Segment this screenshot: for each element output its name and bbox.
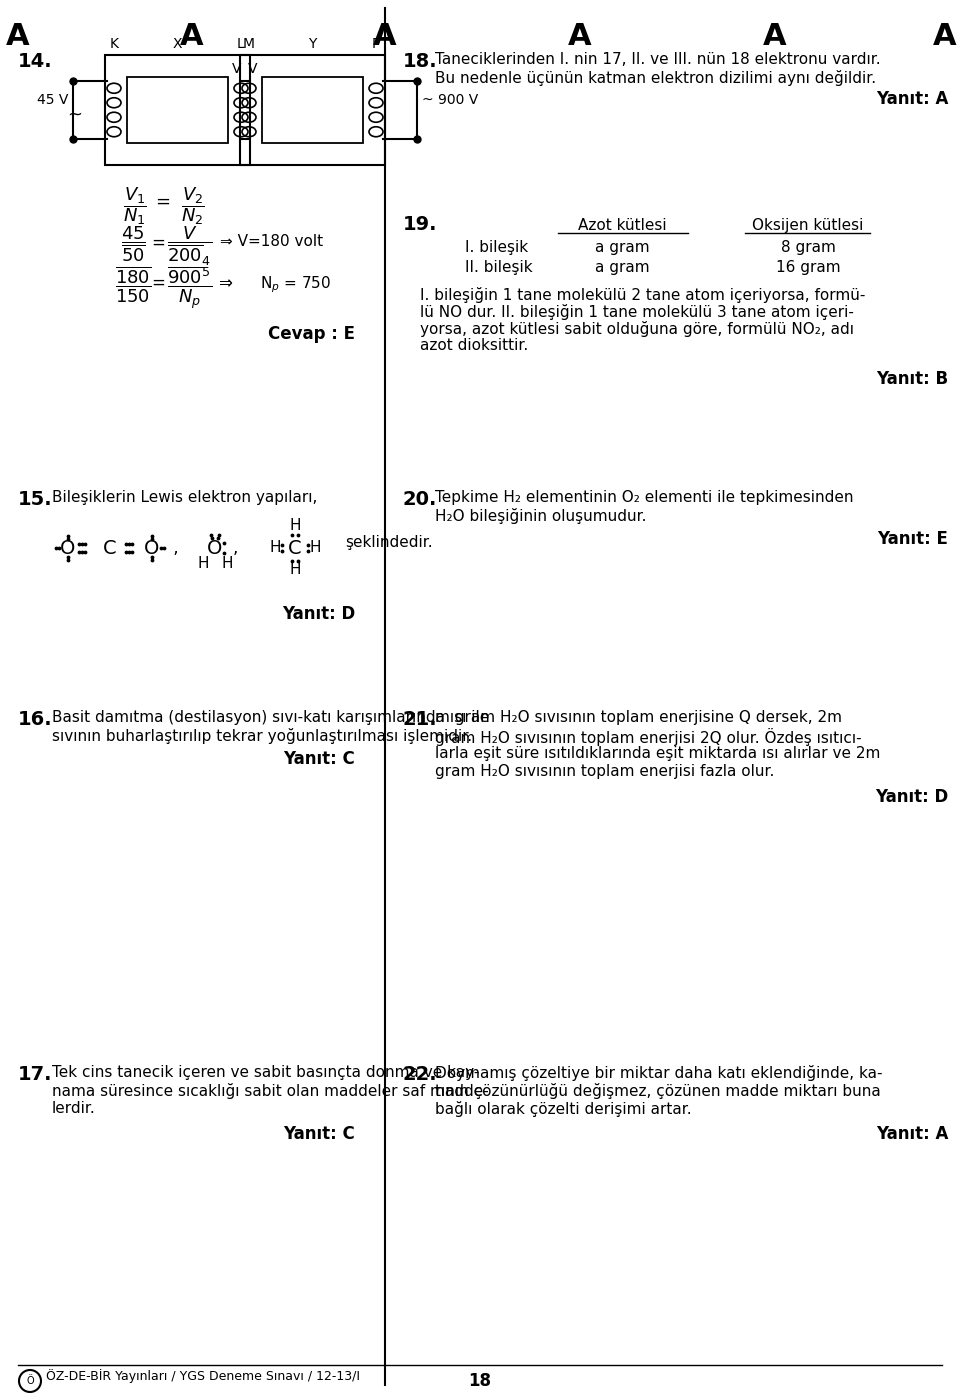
Text: I. bileşik: I. bileşik <box>465 240 528 255</box>
Text: bağlı olarak çözelti derişimi artar.: bağlı olarak çözelti derişimi artar. <box>435 1101 691 1117</box>
Text: =: = <box>156 193 171 211</box>
Text: Bu nedenle üçünün katman elektron dizilimi aynı değildir.: Bu nedenle üçünün katman elektron dizili… <box>435 70 876 87</box>
Text: tının çözünürlüğü değişmez, çözünen madde miktarı buna: tının çözünürlüğü değişmez, çözünen madd… <box>435 1083 880 1099</box>
Text: Azot kütlesi: Azot kütlesi <box>578 218 666 233</box>
Text: a gram: a gram <box>594 260 649 275</box>
Text: C: C <box>288 539 301 557</box>
Text: II. bileşik: II. bileşik <box>465 260 533 275</box>
Text: $\dfrac{V_1}{N_1}$: $\dfrac{V_1}{N_1}$ <box>123 186 147 226</box>
Bar <box>127 77 228 142</box>
Text: ,: , <box>168 539 179 557</box>
Text: 16.: 16. <box>18 711 53 729</box>
Text: Yanıt: E: Yanıt: E <box>877 530 948 549</box>
Text: Yanıt: D: Yanıt: D <box>281 604 355 623</box>
Text: yorsa, azot kütlesi sabit olduğuna göre, formülü NO₂, adı: yorsa, azot kütlesi sabit olduğuna göre,… <box>420 321 854 336</box>
Text: Basit damıtma (destilasyon) sıvı-katı karışımlarında ısı ile: Basit damıtma (destilasyon) sıvı-katı ka… <box>52 711 490 725</box>
Text: Yanıt: C: Yanıt: C <box>283 1125 355 1143</box>
Text: ~: ~ <box>67 106 83 124</box>
Text: =: = <box>151 235 165 253</box>
Text: Yanıt: D: Yanıt: D <box>875 787 948 805</box>
Text: a gram: a gram <box>594 240 649 255</box>
Text: H: H <box>289 563 300 578</box>
Text: =: = <box>151 274 165 292</box>
Text: ⇒ V=180 volt: ⇒ V=180 volt <box>220 235 324 248</box>
Text: O: O <box>60 539 76 557</box>
Text: A: A <box>568 22 591 52</box>
Text: nama süresince sıcaklığı sabit olan maddeler saf madde-: nama süresince sıcaklığı sabit olan madd… <box>52 1083 489 1099</box>
Text: P: P <box>372 38 380 52</box>
Text: Yanıt: A: Yanıt: A <box>876 1125 948 1143</box>
Text: Y: Y <box>308 38 316 52</box>
Text: O: O <box>144 539 159 557</box>
Text: $\dfrac{V}{\overline{200}_4}$: $\dfrac{V}{\overline{200}_4}$ <box>167 225 212 268</box>
Text: A: A <box>6 22 30 52</box>
Text: Tepkime H₂ elementinin O₂ elementi ile tepkimesinden: Tepkime H₂ elementinin O₂ elementi ile t… <box>435 490 853 505</box>
Text: Tek cins tanecik içeren ve sabit basınçta donma ve kay-: Tek cins tanecik içeren ve sabit basınçt… <box>52 1065 479 1081</box>
Text: larla eşit süre ısıtıldıklarında eşit miktarda ısı alırlar ve 2m: larla eşit süre ısıtıldıklarında eşit mi… <box>435 745 880 761</box>
Text: 19.: 19. <box>403 215 438 235</box>
Text: Doymamış çözeltiye bir miktar daha katı eklendiğinde, ka-: Doymamış çözeltiye bir miktar daha katı … <box>435 1065 882 1081</box>
Bar <box>105 54 250 165</box>
Text: A: A <box>180 22 204 52</box>
Text: gram H₂O sıvısının toplam enerjisi fazla olur.: gram H₂O sıvısının toplam enerjisi fazla… <box>435 764 775 779</box>
Text: 18: 18 <box>468 1372 492 1390</box>
Bar <box>262 77 363 142</box>
Text: H₂O bileşiğinin oluşumudur.: H₂O bileşiğinin oluşumudur. <box>435 508 646 524</box>
Bar <box>240 54 385 165</box>
Text: $\dfrac{45}{\overline{50}}$: $\dfrac{45}{\overline{50}}$ <box>121 225 146 264</box>
Text: $\dfrac{\overline{180}}{150}$: $\dfrac{\overline{180}}{150}$ <box>115 265 151 306</box>
Text: azot dioksittir.: azot dioksittir. <box>420 338 528 353</box>
Text: şeklindedir.: şeklindedir. <box>345 536 433 550</box>
Text: Yanıt: B: Yanıt: B <box>876 370 948 388</box>
Text: I. bileşiğin 1 tane molekülü 2 tane atom içeriyorsa, formü-: I. bileşiğin 1 tane molekülü 2 tane atom… <box>420 288 865 303</box>
Text: V: V <box>232 61 242 75</box>
Text: N$_p$ = 750: N$_p$ = 750 <box>260 274 331 295</box>
Text: V: V <box>249 61 257 75</box>
Text: A: A <box>933 22 957 52</box>
Text: Oksijen kütlesi: Oksijen kütlesi <box>753 218 864 233</box>
Text: 17.: 17. <box>18 1065 53 1085</box>
Text: L: L <box>237 38 245 52</box>
Text: 18.: 18. <box>403 52 438 71</box>
Text: ,: , <box>233 539 238 557</box>
Text: Yanıt: C: Yanıt: C <box>283 750 355 768</box>
Text: M: M <box>243 38 255 52</box>
Text: ÖZ-DE-BİR Yayınları / YGS Deneme Sınavı / 12-13/I: ÖZ-DE-BİR Yayınları / YGS Deneme Sınavı … <box>46 1369 360 1383</box>
Text: lerdir.: lerdir. <box>52 1101 96 1115</box>
Text: Ö: Ö <box>26 1376 34 1386</box>
Text: 16 gram: 16 gram <box>776 260 840 275</box>
Text: O: O <box>207 539 223 557</box>
Text: A: A <box>373 22 396 52</box>
Text: lü NO dur. II. bileşiğin 1 tane molekülü 3 tane atom içeri-: lü NO dur. II. bileşiğin 1 tane molekülü… <box>420 304 853 320</box>
Text: H: H <box>221 556 232 571</box>
Text: H: H <box>289 518 300 533</box>
Text: 20.: 20. <box>403 490 438 510</box>
Text: A: A <box>763 22 787 52</box>
Text: ⇒: ⇒ <box>218 274 232 292</box>
Text: 45 V: 45 V <box>36 94 68 107</box>
Text: Cevap : E: Cevap : E <box>268 325 355 343</box>
Text: 8 gram: 8 gram <box>780 240 835 255</box>
Text: 21.: 21. <box>403 711 438 729</box>
Text: Taneciklerinden I. nin 17, II. ve III. nün 18 elektronu vardır.: Taneciklerinden I. nin 17, II. ve III. n… <box>435 52 880 67</box>
Text: H: H <box>269 540 280 556</box>
Text: $\dfrac{V_2}{N_2}$: $\dfrac{V_2}{N_2}$ <box>181 186 205 226</box>
Text: 14.: 14. <box>18 52 53 71</box>
Text: H: H <box>197 556 208 571</box>
Text: $\dfrac{\overline{900}^5}{N_p}$: $\dfrac{\overline{900}^5}{N_p}$ <box>167 265 212 311</box>
Text: C: C <box>103 539 117 557</box>
Text: m gram H₂O sıvısının toplam enerjisine Q dersek, 2m: m gram H₂O sıvısının toplam enerjisine Q… <box>435 711 842 725</box>
Text: sıvının buharlaştırılıp tekrar yoğunlaştırılması işlemidir.: sıvının buharlaştırılıp tekrar yoğunlaşt… <box>52 727 472 744</box>
Text: Bileşiklerin Lewis elektron yapıları,: Bileşiklerin Lewis elektron yapıları, <box>52 490 318 505</box>
Text: gram H₂O sıvısının toplam enerjisi 2Q olur. Özdeş ısıtıcı-: gram H₂O sıvısının toplam enerjisi 2Q ol… <box>435 727 862 745</box>
Text: 15.: 15. <box>18 490 53 510</box>
Text: H: H <box>309 540 321 556</box>
Text: X: X <box>172 38 181 52</box>
Text: 22.: 22. <box>403 1065 438 1085</box>
Text: ~ 900 V: ~ 900 V <box>422 94 478 107</box>
Text: K: K <box>109 38 118 52</box>
Text: Yanıt: A: Yanıt: A <box>876 89 948 107</box>
